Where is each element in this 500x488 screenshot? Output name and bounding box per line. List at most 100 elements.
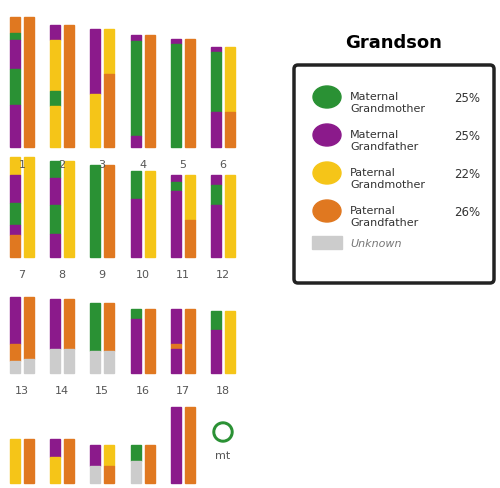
Bar xyxy=(171,182,181,192)
Bar xyxy=(10,439,20,483)
Bar xyxy=(90,351,100,373)
Bar xyxy=(225,176,235,258)
Bar xyxy=(211,311,221,330)
Text: 8: 8 xyxy=(58,269,66,280)
Bar xyxy=(50,162,60,179)
Bar xyxy=(10,18,20,34)
Bar xyxy=(64,299,74,349)
Bar xyxy=(185,176,195,221)
Bar xyxy=(171,309,181,345)
Bar xyxy=(104,445,114,466)
Bar xyxy=(10,225,20,236)
Bar xyxy=(50,439,60,458)
Bar xyxy=(10,203,20,225)
Text: 18: 18 xyxy=(216,385,230,395)
Bar xyxy=(312,237,342,249)
Text: Grandson: Grandson xyxy=(346,34,442,52)
Text: 7: 7 xyxy=(18,269,26,280)
Bar xyxy=(131,36,141,41)
Bar xyxy=(64,439,74,483)
Text: 13: 13 xyxy=(15,385,29,395)
Bar xyxy=(10,158,20,176)
Bar xyxy=(50,41,60,92)
Bar xyxy=(10,345,20,361)
Text: 1: 1 xyxy=(18,160,26,170)
Text: 5: 5 xyxy=(180,160,186,170)
Bar xyxy=(104,304,114,351)
Text: mt: mt xyxy=(216,450,230,460)
Bar xyxy=(90,30,100,95)
Bar xyxy=(171,345,181,349)
Bar xyxy=(10,297,20,345)
Bar xyxy=(104,351,114,373)
Bar xyxy=(50,206,60,234)
Bar xyxy=(10,106,20,148)
Bar xyxy=(50,106,60,148)
Bar xyxy=(24,18,34,148)
Bar xyxy=(50,26,60,41)
Text: 2: 2 xyxy=(58,160,66,170)
Bar xyxy=(211,176,221,185)
Bar xyxy=(225,311,235,373)
Bar xyxy=(171,40,181,45)
Bar xyxy=(131,319,141,373)
Ellipse shape xyxy=(313,201,341,223)
Text: 4: 4 xyxy=(140,160,146,170)
Bar xyxy=(50,234,60,258)
Bar xyxy=(171,349,181,373)
Bar xyxy=(145,36,155,148)
FancyBboxPatch shape xyxy=(294,66,494,284)
Bar xyxy=(90,304,100,351)
Bar xyxy=(64,162,74,258)
Bar xyxy=(24,439,34,483)
Bar xyxy=(211,48,221,53)
Bar xyxy=(131,445,141,461)
Text: 16: 16 xyxy=(136,385,150,395)
Bar xyxy=(50,458,60,483)
Bar xyxy=(211,330,221,373)
Text: 14: 14 xyxy=(55,385,69,395)
Text: Paternal
Grandmother: Paternal Grandmother xyxy=(350,168,425,189)
Bar xyxy=(225,113,235,148)
Bar xyxy=(104,466,114,483)
Text: 11: 11 xyxy=(176,269,190,280)
Text: 3: 3 xyxy=(98,160,105,170)
Bar xyxy=(145,172,155,258)
Text: Paternal
Grandfather: Paternal Grandfather xyxy=(350,205,418,227)
Bar xyxy=(24,297,34,360)
Text: 10: 10 xyxy=(136,269,150,280)
Bar xyxy=(131,137,141,148)
Bar xyxy=(10,361,20,373)
Bar xyxy=(50,349,60,373)
Bar xyxy=(24,360,34,373)
Bar xyxy=(90,95,100,148)
Text: Maternal
Grandfather: Maternal Grandfather xyxy=(350,130,418,151)
Bar xyxy=(211,185,221,206)
Bar xyxy=(104,30,114,75)
Bar xyxy=(131,172,141,199)
Bar xyxy=(50,179,60,206)
Bar xyxy=(90,445,100,466)
Bar xyxy=(104,165,114,258)
Circle shape xyxy=(216,425,230,439)
Bar xyxy=(211,113,221,148)
Bar xyxy=(10,70,20,106)
Bar xyxy=(211,206,221,258)
Text: 25%: 25% xyxy=(454,91,480,104)
Bar xyxy=(50,92,60,106)
Bar xyxy=(10,236,20,258)
Bar xyxy=(131,41,141,137)
Ellipse shape xyxy=(313,125,341,147)
Text: 17: 17 xyxy=(176,385,190,395)
Bar xyxy=(185,40,195,148)
Bar xyxy=(10,176,20,203)
Bar xyxy=(50,299,60,349)
Bar xyxy=(131,199,141,258)
Bar xyxy=(185,221,195,258)
Bar xyxy=(64,26,74,148)
Bar xyxy=(145,309,155,373)
Bar xyxy=(131,309,141,319)
Ellipse shape xyxy=(313,163,341,184)
Bar xyxy=(185,309,195,373)
Bar xyxy=(90,165,100,258)
